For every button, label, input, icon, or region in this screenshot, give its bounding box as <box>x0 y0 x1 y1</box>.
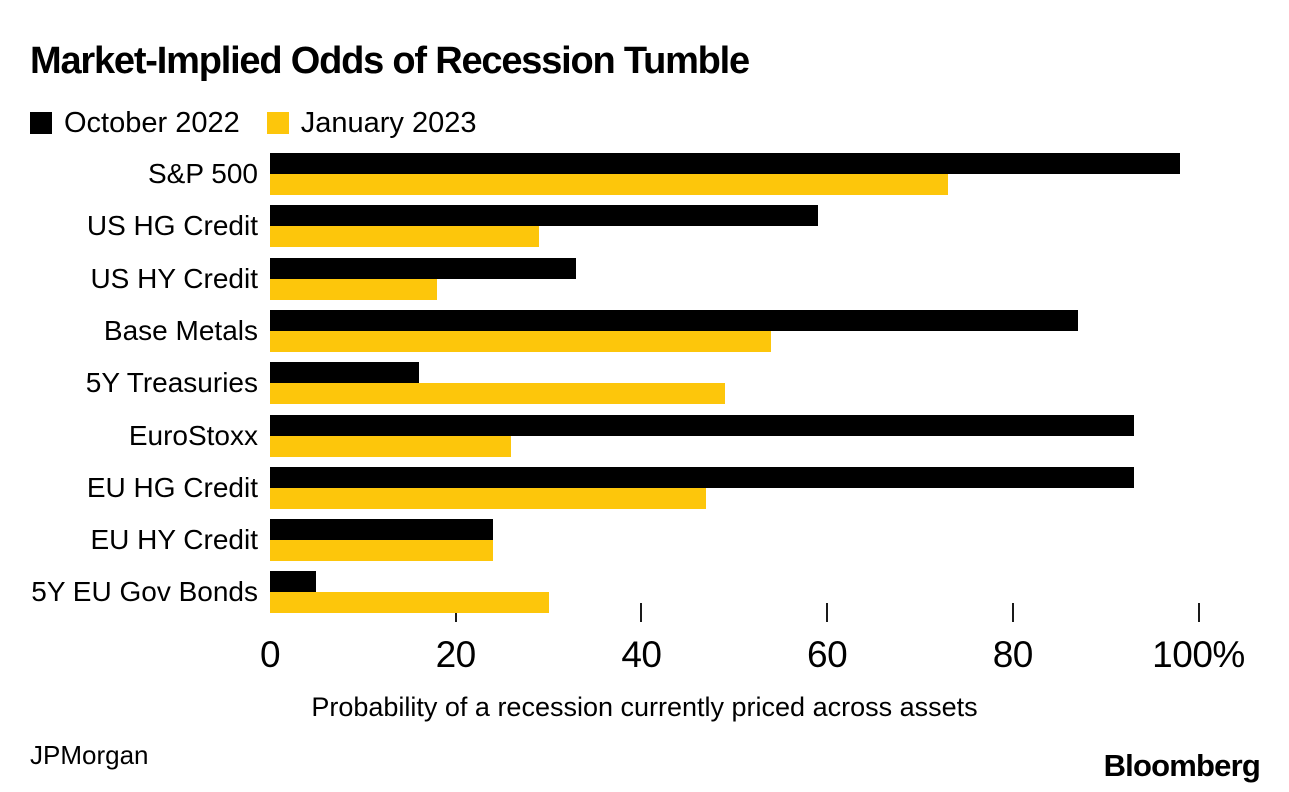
bar-october-2022 <box>270 519 493 541</box>
x-axis-tick-label: 100% <box>1152 634 1245 675</box>
bar-january-2023 <box>270 278 438 300</box>
category-label: US HG Credit <box>86 210 258 242</box>
legend-item-october-2022: October 2022 <box>30 107 240 140</box>
x-axis-tick-label: 20 <box>435 634 477 675</box>
x-axis-tick-mark <box>1197 603 1200 622</box>
legend-item-january-2023: January 2023 <box>266 106 477 140</box>
x-axis-title: Probability of a recession currently pri… <box>311 692 978 722</box>
legend-swatch-january-2023-icon <box>266 112 289 134</box>
x-axis-tick-mark <box>1011 603 1014 622</box>
category-label: EU HG Credit <box>86 471 258 503</box>
x-axis-tick-label: 40 <box>621 634 662 675</box>
bar-october-2022 <box>270 362 419 384</box>
category-label: EuroStoxx <box>128 419 258 451</box>
x-axis-tick-label: 80 <box>992 634 1034 675</box>
chart-title: Market-Implied Odds of Recession Tumble <box>30 40 750 82</box>
category-label: Base Metals <box>103 314 258 346</box>
legend-label-january-2023: January 2023 <box>300 106 477 139</box>
bar-october-2022 <box>270 309 1078 331</box>
bar-october-2022 <box>270 205 818 227</box>
bloomberg-logo: Bloomberg <box>1103 748 1261 783</box>
category-label: 5Y EU Gov Bonds <box>31 576 258 608</box>
bar-january-2023 <box>270 592 549 614</box>
bar-october-2022 <box>270 414 1134 436</box>
legend: October 2022 January 2023 <box>30 106 477 140</box>
bar-january-2023 <box>270 540 493 562</box>
bar-october-2022 <box>270 153 1180 174</box>
bar-january-2023 <box>270 226 540 248</box>
bar-october-2022 <box>270 257 577 279</box>
bar-january-2023 <box>270 435 512 457</box>
bar-october-2022 <box>270 466 1134 488</box>
x-axis-tick-label: 0 <box>259 634 281 675</box>
category-label: S&P 500 <box>147 158 258 189</box>
category-label: US HY Credit <box>90 262 258 294</box>
bar-january-2023 <box>270 330 772 352</box>
legend-swatch-october-2022-icon <box>30 112 52 134</box>
x-axis-tick-label: 60 <box>807 634 848 675</box>
source-label: JPMorgan <box>30 740 149 770</box>
bar-october-2022 <box>270 571 317 593</box>
x-axis-tick-mark <box>640 603 643 622</box>
x-axis-tick-mark <box>826 603 829 622</box>
bar-january-2023 <box>270 487 707 509</box>
bar-january-2023 <box>270 174 948 195</box>
category-label: EU HY Credit <box>90 524 258 556</box>
category-label: 5Y Treasuries <box>85 367 258 399</box>
bar-january-2023 <box>270 383 725 405</box>
legend-label-october-2022: October 2022 <box>64 106 240 139</box>
